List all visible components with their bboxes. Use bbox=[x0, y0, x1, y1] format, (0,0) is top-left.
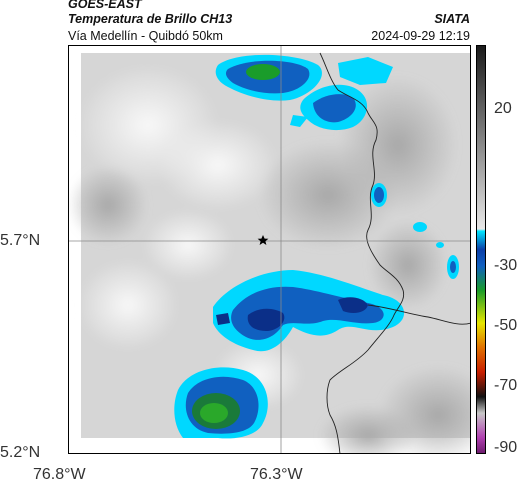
colorbar-tick-minus-90: -90 bbox=[494, 439, 518, 456]
crosshair bbox=[68, 45, 471, 454]
cloud-top-2 bbox=[290, 57, 393, 131]
timestamp-label: 2024-09-29 12:19 bbox=[371, 29, 470, 43]
cloud-top-3 bbox=[213, 270, 405, 352]
temperature-colorbar bbox=[476, 45, 486, 454]
lon-label-76-3: 76.3°W bbox=[250, 466, 303, 483]
colorbar-tick-minus-50: -50 bbox=[494, 317, 518, 334]
colorbar-tick-20: 20 bbox=[494, 100, 512, 117]
department-borders bbox=[319, 52, 471, 454]
cloud-top-1 bbox=[215, 54, 322, 101]
region-subtitle: Vía Medellín - Quibdó 50km bbox=[68, 29, 223, 43]
satellite-title: GOES-EAST bbox=[68, 0, 142, 11]
colorbar-tick-minus-30: -30 bbox=[494, 257, 518, 274]
colorbar-tick-minus-70: -70 bbox=[494, 377, 518, 394]
lat-label-5-7: 5.7°N bbox=[0, 232, 41, 249]
map-border bbox=[68, 45, 471, 454]
cloud-texture bbox=[68, 65, 471, 454]
lon-label-76-8: 76.8°W bbox=[33, 466, 86, 483]
lat-label-5-2: 5.2°N bbox=[0, 444, 41, 461]
location-star-marker bbox=[257, 235, 269, 245]
cloud-top-5 bbox=[371, 183, 459, 279]
satellite-map bbox=[68, 45, 471, 454]
product-title: Temperatura de Brillo CH13 bbox=[68, 12, 233, 26]
cloud-top-4 bbox=[174, 367, 268, 439]
agency-label: SIATA bbox=[434, 12, 470, 26]
